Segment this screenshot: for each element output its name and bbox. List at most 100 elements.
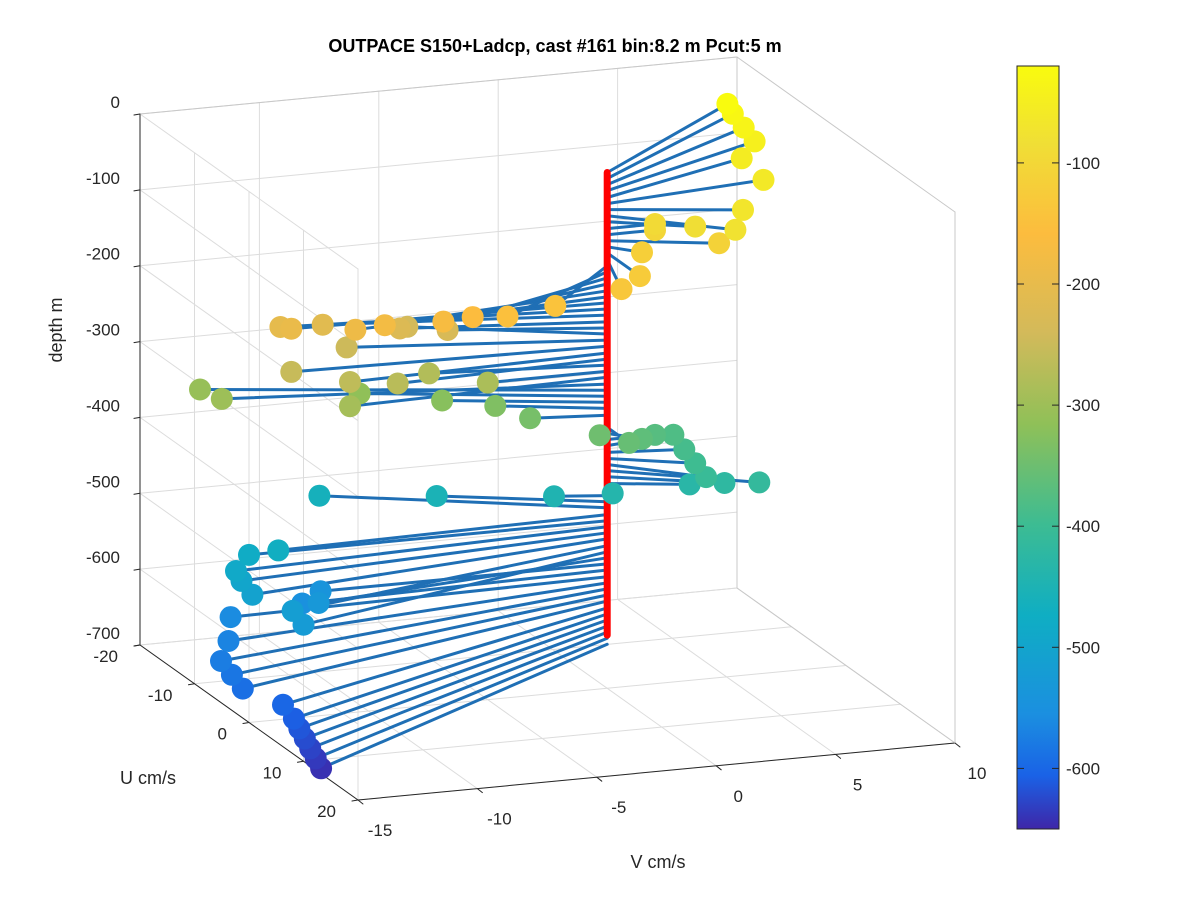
- x-tick-mark: [955, 743, 960, 747]
- z-tick-label: -600: [86, 548, 120, 567]
- z-axis-label: depth m: [46, 297, 66, 362]
- z-tick-label: -200: [86, 245, 120, 264]
- data-point: [748, 471, 770, 493]
- colorbar: -100 -200 -300 -400 -500 -600: [1017, 66, 1100, 829]
- data-point: [312, 314, 334, 336]
- z-tick-mark: [134, 569, 140, 570]
- velocity-stick: [347, 340, 608, 347]
- data-point: [477, 372, 499, 394]
- data-point: [732, 199, 754, 221]
- z-tick-mark: [134, 190, 140, 191]
- data-point: [543, 485, 565, 507]
- x-tick-label: -15: [368, 821, 393, 840]
- z-tick-mark: [134, 266, 140, 267]
- data-point: [282, 600, 304, 622]
- velocity-stick: [530, 415, 607, 418]
- data-point: [602, 482, 624, 504]
- data-point: [272, 694, 294, 716]
- grid-line-floor-u: [195, 627, 792, 684]
- colorbar-tick-label: -400: [1066, 517, 1100, 536]
- velocity-stick: [448, 328, 608, 330]
- y-tick-label: -10: [148, 686, 173, 705]
- z-tick-label: -500: [86, 472, 120, 491]
- grid-line-floor-u: [304, 704, 901, 761]
- z-tick-label: -100: [86, 169, 120, 188]
- velocity-stick: [607, 158, 742, 197]
- z-tick-label: -300: [86, 321, 120, 340]
- colorbar-tick-label: -200: [1066, 275, 1100, 294]
- data-point: [418, 362, 440, 384]
- data-point: [267, 539, 289, 561]
- colorbar-tick-label: -500: [1066, 638, 1100, 657]
- data-point: [544, 295, 566, 317]
- y-tick-mark: [243, 723, 249, 724]
- colorbar-gradient: [1017, 66, 1059, 829]
- box-edge: [737, 588, 955, 743]
- velocity-stick: [442, 401, 607, 403]
- velocity-stick: [607, 449, 684, 452]
- grid-line-back-z: [140, 133, 737, 190]
- axes-box: [140, 57, 955, 800]
- velocity-stick: [293, 546, 608, 611]
- data-point: [238, 544, 260, 566]
- data-point: [220, 606, 242, 628]
- colorbar-tick-label: -600: [1066, 759, 1100, 778]
- axis-line-v: [358, 743, 955, 800]
- data-point: [519, 407, 541, 429]
- x-tick-mark: [477, 789, 482, 793]
- data-point: [589, 424, 611, 446]
- data-point: [684, 216, 706, 238]
- data-point: [280, 318, 302, 340]
- data-point: [716, 93, 738, 115]
- data-point: [189, 379, 211, 401]
- data-point: [629, 265, 651, 287]
- data-point: [724, 219, 746, 241]
- data-point: [432, 311, 454, 333]
- velocity-stick: [249, 521, 607, 555]
- velocity-stick: [283, 608, 607, 705]
- data-point: [497, 306, 519, 328]
- x-tick-mark: [836, 754, 841, 758]
- x-axis-label: V cm/s: [630, 852, 685, 872]
- velocity-stick: [607, 484, 690, 485]
- z-tick-label: 0: [111, 93, 120, 112]
- y-tick-mark: [298, 761, 304, 762]
- z-tick-mark: [134, 114, 140, 115]
- data-point: [210, 650, 232, 672]
- x-tick-label: -10: [487, 810, 512, 829]
- z-tick-label: -400: [86, 396, 120, 415]
- data-point: [374, 314, 396, 336]
- colorbar-tick-label: -300: [1066, 396, 1100, 415]
- data-point: [484, 395, 506, 417]
- z-tick-mark: [134, 417, 140, 418]
- data-point: [611, 278, 633, 300]
- chart-title: OUTPACE S150+Ladcp, cast #161 bin:8.2 m …: [328, 36, 781, 56]
- data-point: [211, 388, 233, 410]
- velocity-stick: [607, 104, 727, 173]
- x-tick-label: 0: [733, 787, 742, 806]
- colorbar-tick-label: -100: [1066, 154, 1100, 173]
- data-point: [218, 630, 240, 652]
- data-point: [431, 390, 453, 412]
- y-tick-label: -20: [93, 647, 118, 666]
- z-tick-label: -700: [86, 624, 120, 643]
- x-tick-label: 5: [853, 775, 862, 794]
- y-tick-label: 10: [263, 763, 282, 782]
- y-tick-label: 0: [218, 725, 227, 744]
- data-point: [308, 485, 330, 507]
- z-tick-mark: [134, 645, 140, 646]
- data-point: [631, 241, 653, 263]
- y-tick-mark: [189, 684, 195, 685]
- grid-line-back-z: [140, 512, 737, 569]
- y-axis-label: U cm/s: [120, 768, 176, 788]
- x-tick-mark: [597, 777, 602, 781]
- x-tick-mark: [716, 766, 721, 770]
- data-point: [344, 319, 366, 341]
- data-point: [462, 306, 484, 328]
- x-tick-mark: [358, 800, 363, 804]
- data-point: [280, 361, 302, 383]
- velocity-stick: [495, 406, 607, 409]
- x-tick-label: 10: [968, 764, 987, 783]
- velocity-stick: [607, 241, 719, 244]
